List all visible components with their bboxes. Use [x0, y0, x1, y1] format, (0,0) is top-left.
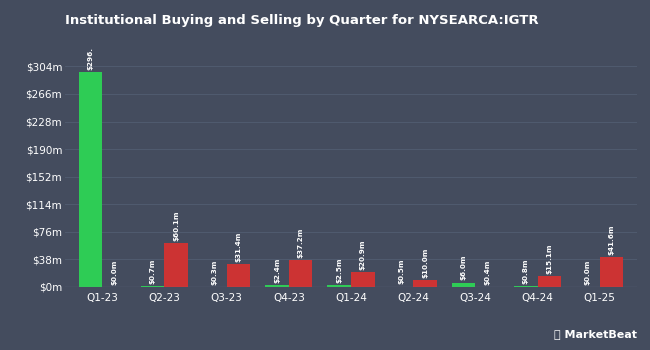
Bar	[79, 72, 102, 287]
Bar	[538, 276, 561, 287]
Text: $0.3m: $0.3m	[212, 259, 218, 285]
Text: $0.0m: $0.0m	[585, 259, 591, 285]
Bar	[600, 257, 623, 287]
Bar	[265, 285, 289, 287]
Text: $10.0m: $10.0m	[422, 247, 428, 278]
Text: ⼿ MarketBeat: ⼿ MarketBeat	[554, 329, 637, 340]
Text: $2.4m: $2.4m	[274, 258, 280, 283]
Text: $20.9m: $20.9m	[360, 239, 366, 270]
Text: $31.4m: $31.4m	[235, 232, 241, 262]
Text: $0.7m: $0.7m	[150, 259, 155, 284]
Text: $6.0m: $6.0m	[461, 255, 467, 280]
Text: Institutional Buying and Selling by Quarter for NYSEARCA:IGTR: Institutional Buying and Selling by Quar…	[65, 14, 539, 27]
Bar	[514, 286, 538, 287]
Text: $296.6m: $296.6m	[88, 34, 94, 70]
Bar	[227, 264, 250, 287]
Bar	[328, 285, 351, 287]
Text: $41.6m: $41.6m	[608, 224, 614, 255]
Bar	[351, 272, 374, 287]
Text: $15.1m: $15.1m	[547, 243, 552, 274]
Text: $60.1m: $60.1m	[174, 211, 179, 241]
Bar	[452, 283, 475, 287]
Bar	[164, 243, 188, 287]
Bar	[289, 260, 313, 287]
Text: $37.2m: $37.2m	[298, 228, 304, 258]
Text: $0.5m: $0.5m	[398, 259, 404, 285]
Text: $0.8m: $0.8m	[523, 259, 528, 284]
Text: $0.4m: $0.4m	[484, 259, 490, 285]
Text: $2.5m: $2.5m	[336, 258, 342, 283]
Text: $0.0m: $0.0m	[111, 259, 117, 285]
Bar	[413, 280, 437, 287]
